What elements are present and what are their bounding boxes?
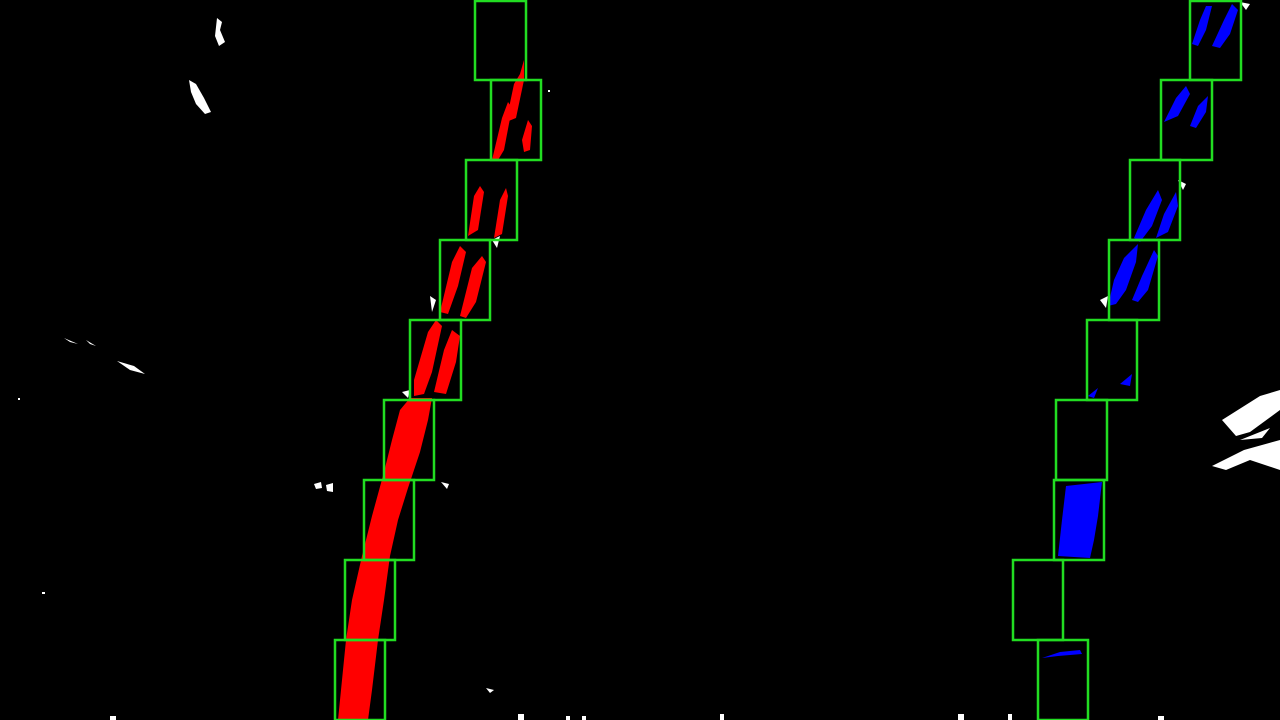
right-window — [1188, 0, 1243, 82]
noise-blob — [117, 361, 145, 374]
noise-dot — [548, 90, 550, 92]
left-lane-dash — [460, 256, 486, 318]
noise-dot — [582, 716, 586, 720]
noise-dot — [42, 592, 45, 594]
noise-blob — [1100, 296, 1108, 308]
right-window — [1011, 558, 1065, 642]
noise-pixels — [18, 2, 1280, 720]
noise-blob — [486, 688, 494, 693]
right-lane-dash — [1190, 96, 1208, 128]
left-lane-dash — [440, 246, 466, 314]
right-lane-dash — [1120, 374, 1132, 386]
left-lane-dash — [506, 60, 524, 122]
right-lane-dash — [1134, 190, 1162, 242]
noise-dot — [958, 714, 964, 720]
right-sliding-windows — [1011, 0, 1243, 720]
noise-blob — [64, 338, 78, 344]
right-lane-dash — [1212, 4, 1238, 48]
noise-blob — [314, 482, 322, 489]
noise-blob — [326, 483, 333, 492]
noise-dot — [110, 716, 116, 720]
left-window — [408, 318, 463, 402]
right-lane-dash — [1108, 244, 1138, 306]
right-lane-dash — [1088, 388, 1098, 398]
noise-blob — [402, 390, 410, 398]
noise-dot — [1008, 714, 1012, 720]
right-lane-dash — [1042, 650, 1082, 658]
noise-dot — [1158, 716, 1164, 720]
noise-dot — [518, 714, 524, 720]
noise-blob — [1240, 428, 1270, 440]
noise-blob — [1240, 2, 1250, 10]
noise-blob — [86, 340, 96, 346]
left-lane-dash — [492, 102, 512, 160]
noise-blob — [189, 80, 211, 114]
noise-blob — [430, 296, 436, 312]
noise-dot — [18, 398, 20, 400]
left-lane-dash — [434, 330, 460, 394]
noise-dot — [566, 716, 570, 720]
noise-dot — [720, 714, 724, 720]
right-lane-pixels — [1042, 4, 1238, 658]
left-lane-dash — [414, 320, 442, 396]
left-lane-dash — [522, 120, 532, 152]
right-lane-dash — [1192, 6, 1212, 46]
right-lane-dash — [1058, 482, 1102, 558]
noise-blob — [215, 18, 225, 46]
right-window — [1054, 398, 1109, 482]
left-sliding-windows — [333, 0, 543, 720]
right-lane-dash — [1132, 250, 1158, 302]
left-lane-dash — [468, 186, 484, 236]
right-window — [1128, 158, 1182, 242]
left-window — [473, 0, 528, 82]
noise-blob — [1212, 440, 1280, 470]
right-lane-dash — [1156, 192, 1178, 238]
left-lane-dash — [494, 188, 508, 238]
right-window — [1159, 78, 1214, 162]
noise-blob — [441, 482, 449, 489]
right-lane-dash — [1164, 86, 1190, 122]
noise-blob — [1222, 390, 1280, 436]
